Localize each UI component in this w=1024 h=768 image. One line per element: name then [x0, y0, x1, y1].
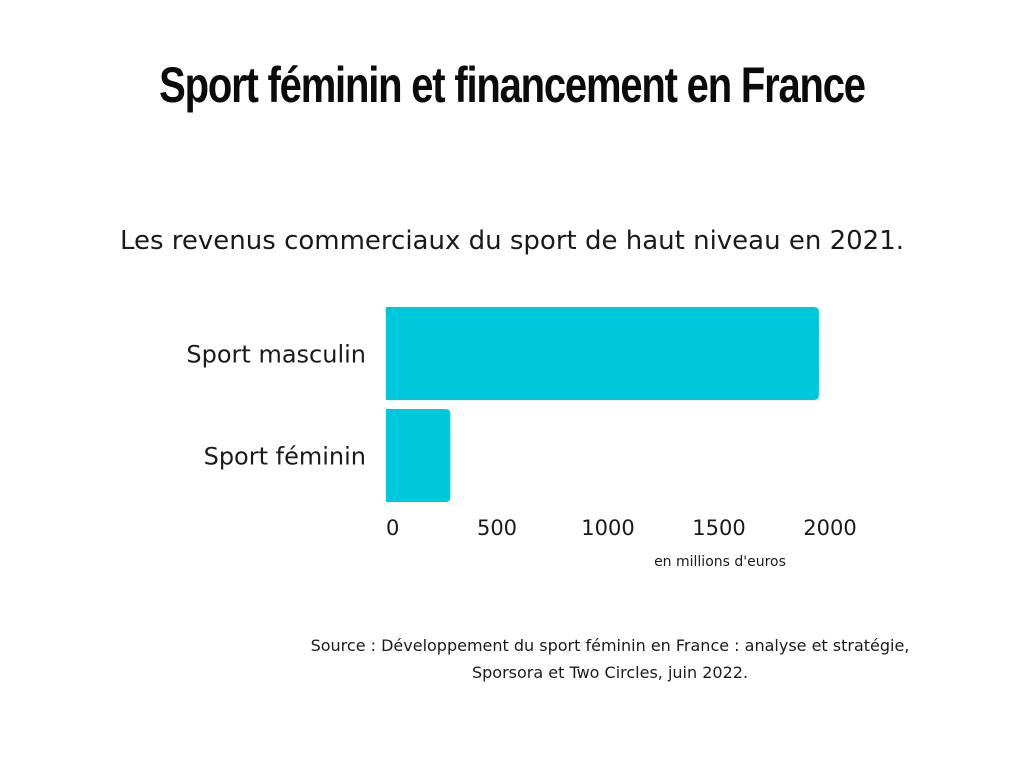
x-tick-label-1: 500	[477, 516, 517, 540]
x-tick-label-0: 0	[386, 516, 399, 540]
bar-1	[386, 409, 451, 502]
bar-chart: Sport masculin Sport féminin 0 500 1000 1500 2…	[186, 307, 857, 540]
category-label-1: Sport féminin	[204, 443, 366, 471]
page-title: Sport féminin et financement en France	[159, 57, 866, 113]
x-tick-label-4: 2000	[803, 516, 856, 540]
x-axis-unit-label: en millions d'euros	[654, 554, 786, 570]
chart-area: Sport masculin Sport féminin 0 500 1000 1500 2…	[186, 307, 857, 540]
chart-subtitle: Les revenus commerciaux du sport de haut…	[119, 226, 905, 256]
x-tick-label-2: 1000	[581, 516, 634, 540]
bar-0	[386, 307, 819, 400]
category-label-0: Sport masculin	[186, 341, 366, 369]
source-line-2: Sporsora et Two Circles, juin 2022.	[471, 663, 749, 682]
x-tick-label-3: 1500	[692, 516, 745, 540]
source-line-1: Source : Développement du sport féminin …	[310, 636, 910, 655]
source-note: Source : Développement du sport féminin …	[280, 632, 940, 686]
